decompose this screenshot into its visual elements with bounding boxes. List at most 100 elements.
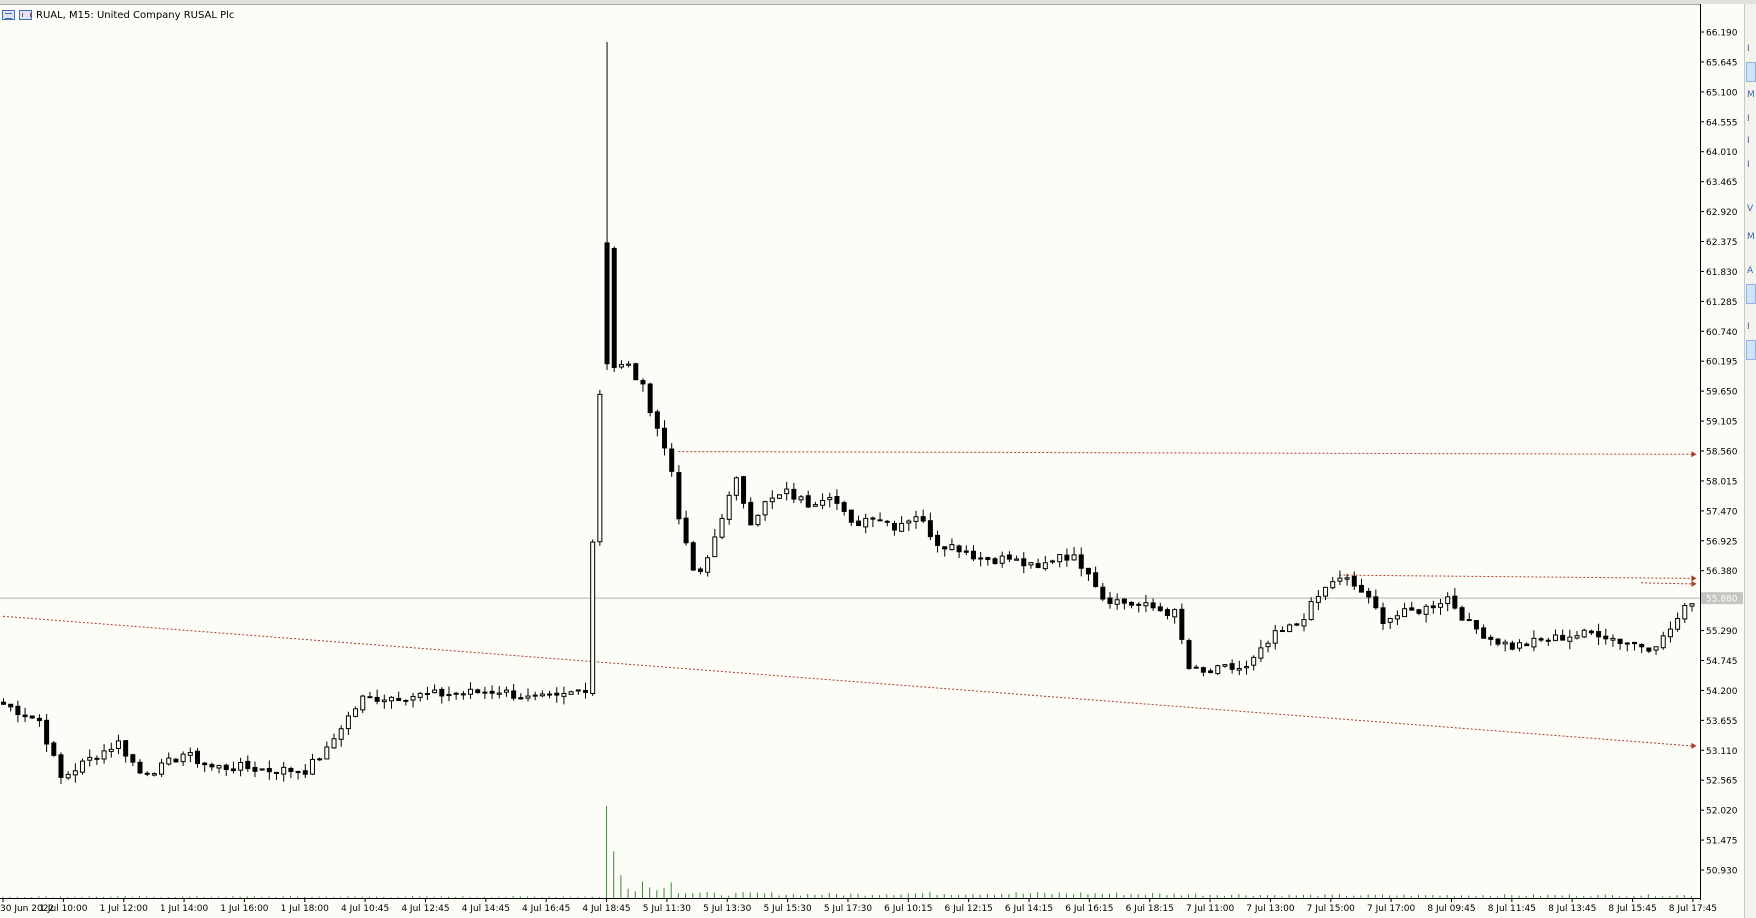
candle-9	[65, 771, 71, 780]
candle-body-up	[776, 494, 782, 499]
price-tick-label-4: 64.010	[1706, 148, 1738, 158]
right-panel-glyph-2[interactable]: M	[1747, 90, 1755, 100]
chart-bars-icon[interactable]	[19, 10, 32, 20]
candle-226	[1624, 642, 1630, 652]
candle-8	[58, 752, 64, 784]
price-tick-label-16: 57.470	[1706, 507, 1738, 517]
time-tick-label-20: 7 Jul 11:00	[1186, 904, 1235, 914]
right-panel-glyph-7[interactable]: M	[1747, 232, 1755, 242]
candle-159	[1143, 594, 1149, 613]
right-panel-selected-box-2[interactable]	[1746, 340, 1756, 360]
candle-109	[784, 481, 790, 501]
price-tick-label-3: 64.555	[1706, 118, 1738, 128]
candle-body-up	[281, 766, 287, 775]
candle-31	[223, 763, 229, 776]
right-panel-glyph-0[interactable]: I	[1747, 44, 1750, 54]
candle-195	[1402, 602, 1408, 618]
candle-140	[1006, 551, 1012, 563]
candle-19	[137, 759, 143, 775]
candle-142	[1021, 552, 1027, 574]
trendline-layer[interactable]	[0, 451, 1700, 749]
candle-58	[417, 691, 423, 702]
candle-body-down	[604, 242, 610, 365]
chart-window-icon[interactable]	[2, 10, 15, 20]
candle-51	[367, 691, 373, 699]
candle-110	[791, 482, 797, 503]
candle-body-down	[374, 696, 380, 702]
right-panel-selected-box-1[interactable]	[1746, 284, 1756, 304]
candle-172	[1236, 660, 1242, 675]
candle-body-down	[36, 717, 42, 722]
candle-body-up	[597, 393, 603, 543]
candle-body-down	[144, 772, 150, 775]
candle-46	[331, 733, 337, 749]
candle-body-up	[1279, 630, 1285, 633]
candle-33	[238, 757, 244, 777]
right-panel-glyph-5[interactable]: I	[1747, 160, 1750, 170]
candle-body-up	[460, 693, 466, 696]
candle-body-down	[194, 750, 200, 765]
candle-body-up	[295, 771, 301, 774]
candle-71	[511, 684, 517, 701]
candle-body-down	[173, 758, 179, 763]
price-tick-label-27: 51.475	[1706, 837, 1738, 847]
candle-198	[1423, 604, 1429, 623]
candle-body-down	[978, 557, 984, 560]
candle-body-up	[705, 557, 711, 573]
candle-body-up	[1660, 635, 1666, 649]
candle-207	[1488, 634, 1494, 646]
candle-body-down	[963, 550, 969, 553]
trendline-0	[2, 615, 1692, 747]
right-panel-glyph-10[interactable]: I	[1747, 322, 1750, 332]
time-tick-label-16: 6 Jul 12:15	[945, 904, 993, 914]
candle-body-down	[582, 689, 588, 693]
candle-219	[1574, 630, 1580, 640]
candle-body-down	[123, 740, 129, 757]
right-panel-glyph-6[interactable]: V	[1747, 204, 1754, 214]
price-tick-label-25: 52.565	[1706, 777, 1738, 787]
candle-151	[1085, 567, 1091, 581]
candle-200	[1438, 598, 1443, 615]
candle-178	[1279, 626, 1285, 633]
time-tick-label-27: 8 Jul 15:45	[1608, 904, 1656, 914]
candle-body-down	[1639, 644, 1645, 648]
candle-62	[446, 686, 452, 702]
candle-body-up	[65, 773, 71, 779]
candle-40	[288, 766, 294, 779]
candle-10	[72, 763, 78, 783]
candle-11	[80, 758, 86, 775]
candle-body-down	[453, 692, 459, 695]
candle-body-up	[1387, 618, 1393, 623]
candle-168	[1208, 668, 1214, 674]
candle-75	[539, 690, 545, 698]
candle-body-up	[345, 715, 351, 730]
right-panel-selected-box-0[interactable]	[1746, 62, 1756, 82]
candle-0	[1, 698, 6, 706]
right-panel-glyph-4[interactable]: I	[1747, 136, 1750, 146]
candle-body-up	[712, 536, 718, 558]
candle-6	[44, 713, 50, 752]
candle-26	[187, 747, 193, 763]
candle-body-down	[1186, 640, 1192, 669]
candle-78	[561, 686, 567, 705]
time-tick-label-12: 5 Jul 13:30	[703, 904, 752, 914]
candle-body-up	[568, 691, 574, 695]
candle-body-down	[748, 501, 754, 526]
candle-body-down	[690, 542, 696, 571]
candle-4	[29, 715, 35, 719]
candle-91	[654, 409, 660, 437]
right-panel-glyph-8[interactable]: A	[1747, 266, 1754, 276]
candle-191	[1373, 589, 1379, 610]
candle-body-up	[949, 544, 955, 551]
candle-185	[1330, 576, 1336, 590]
candle-body-up	[72, 770, 78, 776]
price-tick-label-28: 50.930	[1706, 867, 1738, 877]
candle-169	[1215, 664, 1221, 676]
right-panel-glyph-3[interactable]: I	[1747, 114, 1750, 124]
candle-body-up	[539, 693, 545, 697]
candle-body-up	[1315, 596, 1321, 603]
time-tick-label-15: 6 Jul 10:15	[884, 904, 932, 914]
candle-37	[266, 760, 272, 780]
candle-body-up	[309, 758, 315, 775]
